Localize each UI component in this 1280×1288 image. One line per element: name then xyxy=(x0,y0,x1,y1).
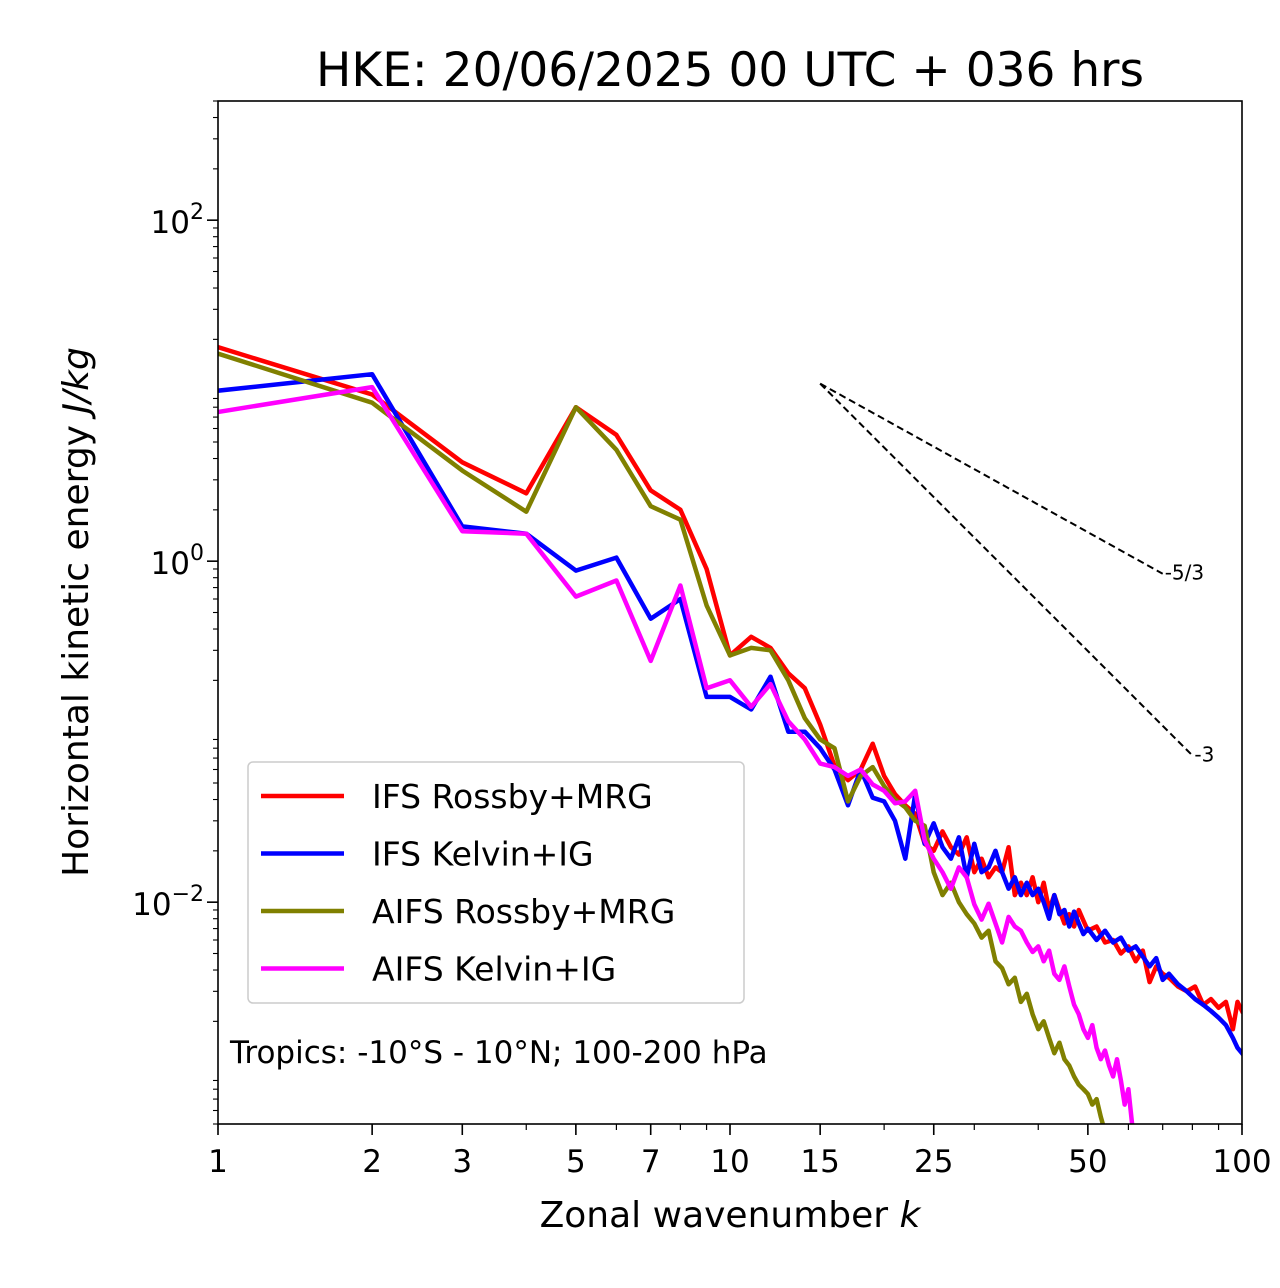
plot-frame xyxy=(217,100,1243,1125)
y-axis-label-text: Horizontal kinetic energy xyxy=(56,425,97,877)
y-tick-label: 102 xyxy=(151,200,204,241)
svg-text:Horizontal kinetic energy: Horizontal kinetic energy J/kg xyxy=(56,347,97,877)
reference-line-label-1: -5/3 xyxy=(1165,561,1204,585)
series-line-3 xyxy=(218,351,1106,1124)
chart-title: HKE: 20/06/2025 00 UTC + 036 hrs xyxy=(316,43,1144,98)
x-tick-label: 1 xyxy=(208,1144,228,1180)
x-tick-label: 10 xyxy=(710,1144,749,1180)
y-tick-label: 100 xyxy=(151,541,204,582)
x-tick-label: 7 xyxy=(641,1144,661,1180)
axis-ticks: 1 2 3 5 7 10 15 25 50 100 102 100 10−2 xyxy=(132,100,1272,1180)
x-axis-label-variable: k xyxy=(900,1195,923,1236)
reference-line-label-2: -3 xyxy=(1194,742,1214,766)
y-axis-label: Horizontal kinetic energy J/kg xyxy=(56,347,97,877)
legend-label: AIFS Rossby+MRG xyxy=(372,892,675,931)
x-tick-label: 50 xyxy=(1068,1144,1107,1180)
series-layer xyxy=(218,344,1242,1124)
y-tick-label: 10−2 xyxy=(132,882,204,923)
x-tick-label: 25 xyxy=(914,1144,953,1180)
legend: IFS Rossby+MRG IFS Kelvin+IG AIFS Rossby+M… xyxy=(247,761,745,1004)
x-tick-label: 3 xyxy=(452,1144,472,1180)
reference-slope-lines: -5/3 -3 xyxy=(819,382,1214,766)
legend-label: IFS Rossby+MRG xyxy=(372,777,653,816)
y-axis-label-unit: J/kg xyxy=(56,347,97,419)
x-axis-label-text: Zonal wavenumber xyxy=(540,1195,889,1236)
legend-label: IFS Kelvin+IG xyxy=(372,835,594,874)
reference-line-1 xyxy=(819,382,1164,575)
x-tick-label: 100 xyxy=(1212,1144,1271,1180)
x-tick-label: 5 xyxy=(566,1144,586,1180)
series-line-4 xyxy=(218,384,1135,1124)
x-tick-label: 15 xyxy=(800,1144,839,1180)
x-axis-label: Zonal wavenumber k xyxy=(540,1195,923,1236)
legend-label: AIFS Kelvin+IG xyxy=(372,950,616,989)
x-tick-label: 2 xyxy=(362,1144,382,1180)
legend-box xyxy=(247,761,745,1004)
reference-line-2 xyxy=(819,382,1194,757)
region-annotation: Tropics: -10°S - 10°N; 100-200 hPa xyxy=(229,1035,768,1071)
svg-text:Zonal wavenumber k: Zonal wavenumber k xyxy=(540,1195,923,1236)
